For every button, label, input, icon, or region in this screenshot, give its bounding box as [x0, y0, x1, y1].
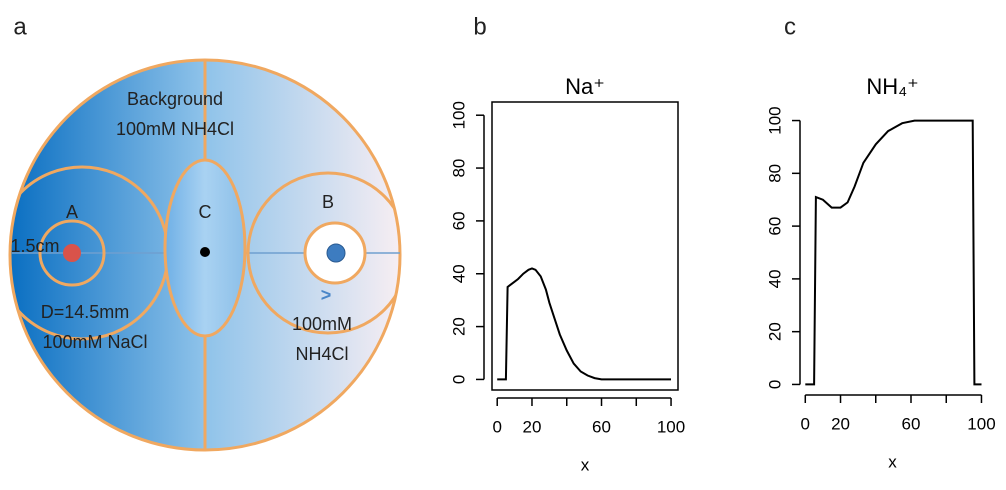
well-b: [326, 243, 346, 263]
label: 100mM NH4Cl: [116, 119, 234, 139]
data-line: [497, 267, 671, 381]
y-tick-label: 0: [449, 375, 468, 384]
x-tick-label: 20: [831, 414, 850, 433]
y-tick-label: 100: [765, 106, 784, 134]
label: NH4Cl: [295, 344, 348, 364]
label: B: [322, 192, 334, 212]
y-tick-label: 40: [449, 264, 468, 283]
panel-label: c: [784, 13, 796, 40]
chart-title: Na⁺: [565, 74, 605, 99]
panel-label: b: [473, 13, 486, 40]
x-axis-label: x: [581, 455, 590, 474]
label: 100mM NaCl: [42, 332, 147, 352]
x-tick-label: 100: [967, 414, 995, 433]
y-tick-label: 20: [765, 322, 784, 341]
data-line: [805, 119, 982, 386]
y-tick-label: 80: [449, 159, 468, 178]
well-c: [200, 247, 210, 257]
dish-diagram: a Background 100mM NH4Cl A B C 1.5cm D=1…: [8, 13, 402, 452]
y-tick-label: 20: [449, 317, 468, 336]
label: D=14.5mm: [41, 302, 130, 322]
region-b: [246, 171, 400, 335]
plot-frame: [491, 101, 679, 391]
x-tick-label: 60: [592, 417, 611, 436]
well-a: [63, 244, 81, 262]
x-axis-label: x: [888, 452, 897, 471]
label: C: [199, 202, 212, 222]
x-tick-label: 0: [492, 417, 501, 436]
x-tick-label: 60: [902, 414, 921, 433]
y-tick-label: 60: [449, 211, 468, 230]
x-tick-label: 100: [657, 417, 685, 436]
label: 100mM: [292, 314, 352, 334]
arrow: >: [321, 285, 332, 305]
label: Background: [127, 89, 223, 109]
y-tick-label: 0: [765, 380, 784, 389]
y-tick-label: 80: [765, 164, 784, 183]
chart-title: NH₄⁺: [866, 74, 918, 99]
label: 1.5cm: [10, 236, 59, 256]
x-tick-label: 20: [523, 417, 542, 436]
well-a-ring: [38, 219, 106, 287]
y-tick-label: 100: [449, 101, 468, 129]
panel-label: a: [13, 13, 27, 40]
x-tick-label: 0: [801, 414, 810, 433]
y-tick-label: 40: [765, 269, 784, 288]
label: A: [66, 202, 78, 222]
y-tick-label: 60: [765, 217, 784, 236]
